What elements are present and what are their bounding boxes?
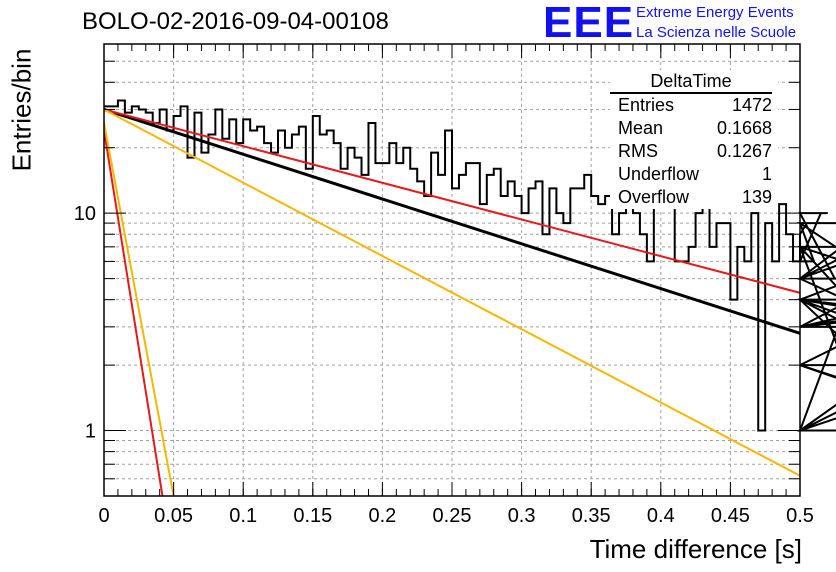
x-tick-label: 0.45 — [711, 505, 750, 527]
stats-value: 0.1267 — [716, 141, 772, 161]
histogram — [104, 99, 836, 432]
x-tick-label: 0.1 — [229, 505, 257, 527]
stats-value: 1472 — [731, 95, 772, 115]
logo-line-2: La Scienza nelle Scuole — [636, 24, 797, 41]
stats-row: Underflow 1 — [610, 163, 778, 186]
fit-line-5 — [104, 122, 175, 496]
stats-row: Overflow 139 — [610, 186, 778, 209]
x-tick-label: 0.25 — [433, 505, 472, 527]
stats-value: 0.1668 — [716, 118, 772, 138]
histogram-steps — [104, 99, 836, 432]
x-tick-label: 0.35 — [572, 505, 611, 527]
fit-line-2 — [104, 108, 800, 294]
stats-title: DeltaTime — [610, 70, 772, 94]
x-tick-label: 0.15 — [293, 505, 332, 527]
x-tick-label: 0.5 — [786, 505, 814, 527]
stats-value: 139 — [741, 187, 772, 207]
x-tick-label: 0 — [98, 505, 109, 527]
axis-ticks — [103, 43, 801, 497]
x-axis-label: Time difference [s] — [589, 534, 802, 564]
y-axis-label: Entries/bin — [6, 48, 37, 172]
stats-row: Mean 0.1668 — [610, 117, 778, 140]
stats-label: Entries — [618, 95, 675, 115]
eee-logo: EEE — [543, 0, 635, 47]
tick-labels: 0 0.05 0.1 0.15 0.2 0.25 0.3 0.35 0.4 0.45 0.5 1 10 — [74, 203, 814, 527]
fit-line-3 — [104, 108, 800, 477]
stats-label: Underflow — [618, 164, 700, 184]
stats-value: 1 — [761, 164, 772, 184]
x-tick-label: 0.05 — [154, 505, 193, 527]
chart-title: BOLO-02-2016-09-04-00108 — [82, 8, 389, 35]
stats-box: DeltaTime Entries 1472 Mean 0.1668 RMS 0.12… — [610, 70, 778, 209]
x-tick-label: 0.2 — [368, 505, 396, 527]
fit-line-1 — [104, 108, 800, 335]
logo-line-1: Extreme Energy Events — [636, 4, 794, 21]
fit-line-4 — [104, 130, 164, 496]
x-tick-label: 0.3 — [508, 505, 536, 527]
x-tick-label: 0.4 — [647, 505, 675, 527]
stats-row: RMS 0.1267 — [610, 140, 778, 163]
stats-label: Mean — [618, 118, 664, 138]
y-tick-label: 10 — [74, 203, 96, 225]
stats-row: Entries 1472 — [610, 94, 778, 117]
y-tick-label: 1 — [85, 421, 96, 443]
stats-label: Overflow — [618, 187, 690, 207]
stats-label: RMS — [618, 141, 658, 161]
fit-lines — [104, 108, 800, 496]
